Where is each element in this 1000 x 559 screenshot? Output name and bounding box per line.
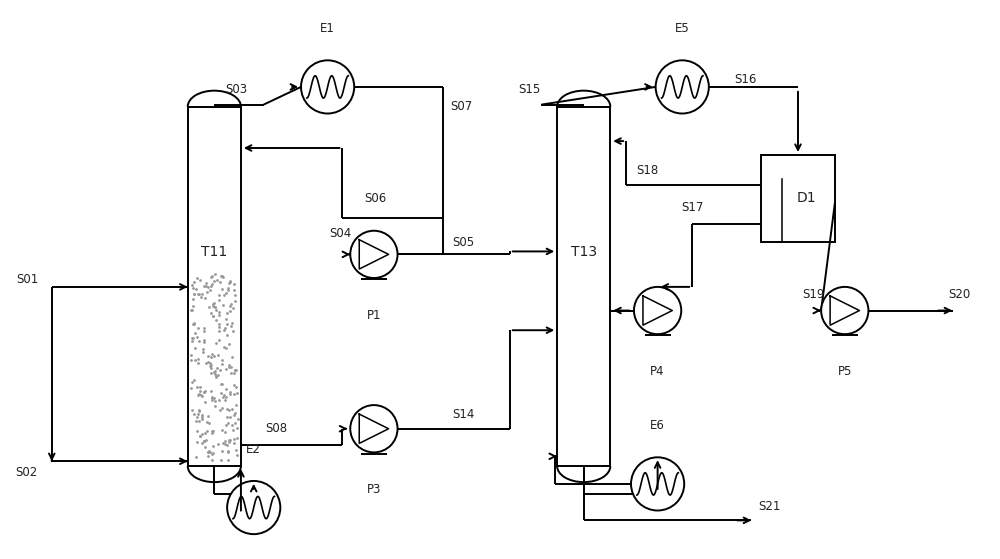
Circle shape	[227, 481, 280, 534]
Text: S17: S17	[682, 201, 704, 214]
Bar	[188, 107, 241, 466]
Text: E6: E6	[650, 419, 665, 432]
Text: T13: T13	[571, 245, 597, 259]
Text: S19: S19	[802, 288, 824, 301]
Circle shape	[631, 457, 684, 510]
Text: S16: S16	[734, 73, 757, 86]
Circle shape	[350, 405, 398, 452]
Circle shape	[350, 231, 398, 278]
Text: S04: S04	[329, 226, 352, 240]
Bar	[557, 107, 610, 466]
Text: P3: P3	[367, 484, 381, 496]
Text: S21: S21	[758, 500, 780, 514]
Text: S08: S08	[266, 421, 288, 435]
Text: E2: E2	[246, 443, 261, 456]
Text: S15: S15	[518, 83, 541, 96]
Text: P4: P4	[650, 365, 665, 378]
Text: S05: S05	[453, 236, 475, 249]
Text: P1: P1	[367, 309, 381, 322]
Text: T11: T11	[201, 245, 227, 259]
Bar	[761, 155, 835, 241]
Text: P5: P5	[838, 365, 852, 378]
Circle shape	[821, 287, 868, 334]
Text: S14: S14	[453, 409, 475, 421]
Circle shape	[656, 60, 709, 113]
Text: S03: S03	[225, 83, 247, 96]
Text: S02: S02	[15, 466, 37, 479]
Text: S06: S06	[364, 192, 386, 205]
Text: E5: E5	[675, 22, 690, 35]
Text: S18: S18	[636, 164, 658, 177]
Text: D1: D1	[797, 191, 817, 205]
Text: S07: S07	[451, 100, 473, 113]
Text: S01: S01	[17, 272, 39, 286]
Text: S20: S20	[948, 288, 970, 301]
Circle shape	[301, 60, 354, 113]
Text: E1: E1	[320, 22, 335, 35]
Circle shape	[634, 287, 681, 334]
